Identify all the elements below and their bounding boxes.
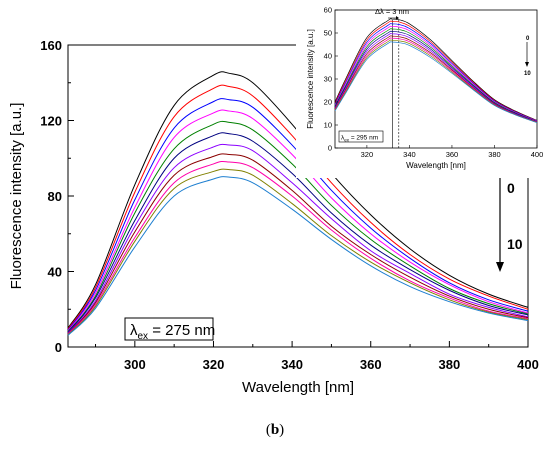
main-series-line-8 — [67, 160, 529, 335]
main-x-ticks: 300 320 340 360 380 400 — [95, 341, 539, 372]
main-x-tick-label: 320 — [203, 357, 225, 372]
inset-series-line-0 — [334, 18, 538, 121]
main-series-line-7 — [67, 153, 529, 335]
inset-lambda-subscript: ex — [344, 138, 350, 143]
inset-series-line-3 — [334, 25, 538, 122]
main-x-tick-label: 380 — [439, 357, 461, 372]
main-series-line-10 — [67, 176, 529, 336]
inset-peak-lines — [392, 20, 400, 148]
inset-series-line-2 — [334, 23, 538, 122]
lambda-symbol: λ — [130, 322, 138, 339]
inset-y-tick-label: 0 — [328, 144, 332, 153]
main-trend-arrow-head — [496, 262, 504, 272]
inset-x-tick-label: 340 — [403, 150, 416, 159]
main-x-tick-label: 340 — [281, 357, 303, 372]
inset-series-line-10 — [334, 41, 538, 124]
inset-series-line-6 — [334, 33, 538, 123]
caption-letter: b — [270, 422, 280, 438]
main-series-line-3 — [67, 109, 529, 332]
inset-shift-arrow-head — [396, 16, 399, 20]
inset-x-axis-title: Wavelength [nm] — [406, 161, 466, 170]
main-series-group — [67, 71, 529, 336]
inset-series-line-9 — [334, 39, 538, 123]
lambda-subscript: ex — [138, 331, 149, 342]
main-series-line-2 — [67, 98, 529, 331]
inset-background — [296, 2, 546, 178]
main-arrow-start-label: 0 — [507, 180, 515, 196]
inset-lambda-symbol: λ — [341, 135, 345, 142]
main-excitation-label: λex = 275 nm — [130, 322, 215, 342]
caption-open: ( — [265, 422, 271, 438]
figure-caption: (b) — [0, 422, 550, 439]
inset-series-line-4 — [334, 28, 538, 122]
inset-arrow-start-label: 0 — [526, 36, 530, 42]
main-x-tick-label: 300 — [124, 357, 146, 372]
main-y-tick-label: 160 — [40, 38, 62, 53]
main-arrow-end-label: 10 — [507, 236, 523, 252]
main-series-line-0 — [67, 71, 529, 329]
excitation-value: = 275 nm — [148, 322, 215, 339]
main-y-axis-title: Fluorescence intensity [a.u.] — [8, 103, 25, 290]
inset-series-line-7 — [334, 35, 538, 123]
inset-y-tick-label: 50 — [324, 29, 332, 38]
inset-series-line-1 — [334, 20, 538, 121]
inset-series-line-8 — [334, 37, 538, 123]
inset-y-tick-label: 20 — [324, 98, 332, 107]
inset-trend-arrow-head — [525, 62, 529, 67]
inset-chart: 320 340 360 380 400 0 10 20 30 40 50 60 Wavelength… — [296, 2, 546, 178]
inset-y-tick-label: 30 — [324, 75, 332, 84]
inset-x-ticks: 320 340 360 380 400 — [361, 145, 544, 159]
inset-excitation-value: = 295 nm — [349, 135, 378, 142]
main-x-tick-label: 400 — [517, 357, 539, 372]
main-y-ticks: 0 40 80 120 160 — [40, 38, 74, 355]
inset-excitation-box — [338, 130, 384, 143]
caption-close: ) — [279, 422, 285, 438]
main-y-tick-label: 0 — [55, 340, 62, 355]
main-y-tick-label: 80 — [48, 189, 62, 204]
main-excitation-box — [124, 317, 214, 341]
main-x-tick-label: 360 — [360, 357, 382, 372]
inset-y-tick-label: 40 — [324, 52, 332, 61]
inset-series-line-5 — [334, 30, 538, 122]
inset-series-group — [334, 18, 538, 124]
main-y-tick-label: 120 — [40, 114, 62, 129]
inset-x-tick-label: 380 — [488, 150, 501, 159]
main-series-line-6 — [67, 143, 529, 334]
inset-x-tick-label: 360 — [446, 150, 459, 159]
inset-y-tick-label: 10 — [324, 121, 332, 130]
inset-x-tick-label: 320 — [361, 150, 374, 159]
main-series-line-1 — [67, 84, 529, 330]
main-series-line-4 — [67, 120, 529, 332]
inset-y-axis-title: Fluorescence intensity [a.u.] — [306, 29, 315, 129]
inset-arrow-end-label: 10 — [524, 71, 531, 77]
main-x-axis-title: Wavelength [nm] — [242, 379, 354, 396]
inset-y-ticks: 0 10 20 30 40 50 60 — [324, 6, 338, 153]
inset-y-tick-label: 60 — [324, 6, 332, 15]
main-y-tick-label: 40 — [48, 265, 62, 280]
inset-shift-label: Δλ = 3 nm — [375, 7, 409, 16]
main-series-line-9 — [67, 168, 529, 336]
inset-excitation-label: λex = 295 nm — [341, 135, 378, 143]
inset-x-tick-label: 400 — [531, 150, 544, 159]
main-series-line-5 — [67, 132, 529, 333]
